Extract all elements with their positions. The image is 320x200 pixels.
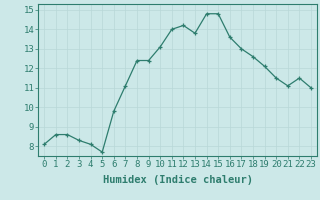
X-axis label: Humidex (Indice chaleur): Humidex (Indice chaleur) (103, 175, 252, 185)
